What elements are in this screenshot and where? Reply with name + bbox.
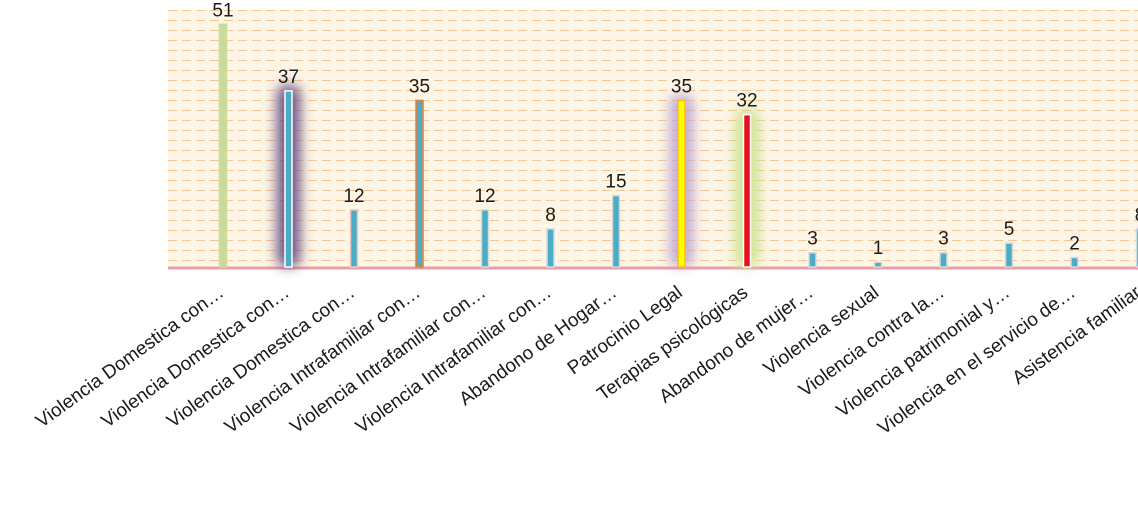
bar (1071, 257, 1078, 267)
data-label: 12 (343, 186, 364, 207)
data-label: 12 (474, 186, 495, 207)
data-label: 3 (807, 229, 818, 250)
bar (482, 210, 489, 267)
bar (744, 115, 751, 267)
data-label: 5 (1004, 219, 1015, 240)
data-label: 35 (409, 76, 430, 97)
data-label: 15 (605, 172, 626, 193)
data-label: 37 (278, 67, 299, 88)
bar (547, 229, 554, 267)
data-label: 2 (1069, 233, 1080, 254)
plot-area (168, 10, 1138, 268)
bar (678, 100, 685, 267)
data-label: 3 (938, 229, 949, 250)
bar (416, 100, 423, 267)
plot-background (168, 10, 1138, 267)
data-label: 8 (545, 205, 556, 226)
bar (613, 196, 620, 267)
bar (285, 91, 292, 267)
bar (809, 253, 816, 267)
bar (940, 253, 947, 267)
bar (1006, 243, 1013, 267)
bar (220, 24, 227, 267)
bar (875, 262, 882, 267)
data-label: 35 (671, 76, 692, 97)
data-label: 32 (736, 91, 757, 112)
data-label: 1 (873, 238, 884, 259)
category-labels: Violencia Domestica con…Violencia Domest… (32, 282, 1138, 439)
data-label: 51 (212, 0, 233, 21)
bar (351, 210, 358, 267)
